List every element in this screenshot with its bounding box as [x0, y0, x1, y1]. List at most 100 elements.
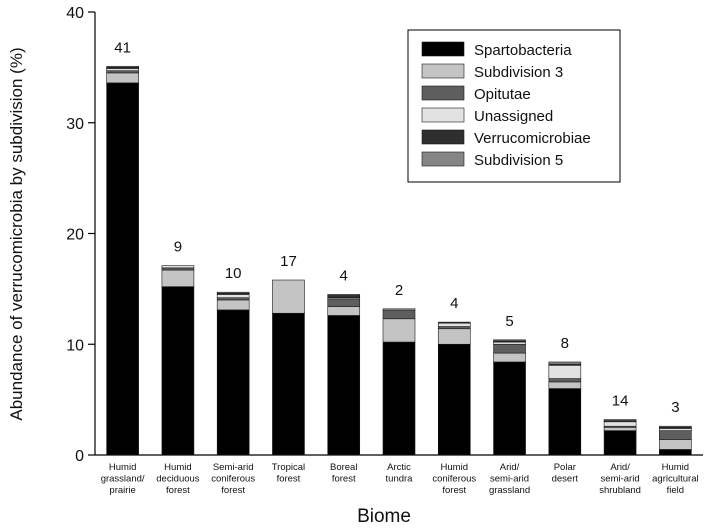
bar-segment	[327, 295, 361, 299]
bar-segment	[161, 267, 195, 271]
x-tick-label: grassland	[489, 485, 530, 496]
legend-label: Verrucomicrobiae	[474, 130, 591, 147]
bar-count-label: 10	[225, 265, 242, 282]
bar-segment	[659, 425, 692, 428]
bar-count-label: 9	[174, 239, 182, 256]
bar-segment	[272, 312, 305, 456]
bar-segment	[437, 326, 471, 330]
bar-segment	[216, 294, 250, 299]
bar-segment	[216, 291, 250, 294]
bar-count-label: 17	[280, 253, 297, 270]
bar-segment	[382, 318, 416, 343]
bar-segment	[106, 68, 139, 71]
y-tick-label: 0	[75, 448, 84, 465]
x-tick-label: deciduous	[156, 474, 200, 485]
bar-segment	[327, 306, 361, 316]
bar-segment	[327, 298, 361, 307]
x-tick-label: agricultural	[652, 474, 698, 485]
bar-segment	[437, 322, 471, 327]
y-tick-label: 40	[66, 5, 84, 22]
bar-count-label: 3	[671, 399, 679, 416]
legend-label: Subdivision 5	[474, 152, 563, 169]
x-tick-label: Boreal	[330, 462, 357, 473]
bar-segment	[603, 419, 637, 421]
y-tick-label: 10	[66, 337, 84, 354]
legend-label: Spartobacteria	[474, 42, 572, 59]
x-tick-label: forest	[166, 485, 190, 496]
bar-count-label: 4	[450, 295, 458, 312]
bar-segment	[493, 341, 526, 345]
x-tick-label: Humid	[662, 462, 689, 473]
bar-segment	[603, 430, 637, 456]
bar-segment	[493, 352, 526, 363]
bar-segment	[603, 427, 637, 431]
bar-segment	[161, 265, 195, 269]
bar-segment	[106, 82, 139, 456]
legend-swatch	[421, 41, 465, 57]
bar-segment	[493, 343, 526, 354]
x-tick-label: forest	[221, 485, 245, 496]
legend-swatch	[421, 63, 465, 79]
bar-segment	[216, 297, 250, 301]
bar-segment	[106, 72, 139, 84]
bar-segment	[659, 428, 692, 431]
y-axis-label: Abundance of verrucomicrobia by subdivis…	[7, 47, 26, 420]
legend-label: Unassigned	[474, 108, 553, 125]
bar-count-label: 14	[612, 393, 629, 410]
bar-count-label: 2	[395, 282, 403, 299]
x-tick-label: shrubland	[599, 485, 641, 496]
x-tick-label: semi-arid	[601, 474, 640, 485]
bar-segment	[437, 343, 471, 456]
bar-segment	[327, 315, 361, 456]
x-tick-label: forest	[277, 474, 301, 485]
x-tick-label: Tropical	[272, 462, 305, 473]
bar-segment	[493, 361, 526, 456]
legend-swatch	[421, 85, 465, 101]
legend-label: Opitutae	[474, 86, 531, 103]
bar-segment	[161, 286, 195, 456]
x-axis-label: Biome	[357, 506, 411, 525]
x-tick-label: forest	[442, 485, 466, 496]
x-tick-label: Humid	[164, 462, 191, 473]
bar-segment	[106, 65, 139, 68]
bar-segment	[659, 439, 692, 450]
bar-segment	[437, 328, 471, 345]
bar-segment	[327, 294, 361, 296]
bar-count-label: 8	[561, 335, 569, 352]
x-tick-label: desert	[552, 474, 579, 485]
x-tick-label: Arid/	[500, 462, 520, 473]
bar-count-label: 41	[114, 39, 131, 56]
legend-swatch	[421, 151, 465, 167]
x-tick-label: forest	[332, 474, 356, 485]
legend-label: Subdivision 3	[474, 64, 563, 81]
y-tick-label: 30	[66, 116, 84, 133]
bar-segment	[382, 341, 416, 456]
x-tick-label: Humid	[109, 462, 136, 473]
x-tick-label: coniferous	[432, 474, 476, 485]
x-tick-label: Polar	[554, 462, 576, 473]
bar-segment	[548, 361, 582, 365]
bar-segment	[437, 321, 471, 324]
x-tick-label: Arctic	[387, 462, 411, 473]
bar-segment	[548, 378, 582, 383]
bar-segment	[382, 308, 416, 311]
bar-count-label: 5	[505, 313, 513, 330]
bar-segment	[659, 449, 692, 456]
x-tick-label: prairie	[109, 485, 135, 496]
x-tick-label: tundra	[386, 474, 414, 485]
bar-segment	[382, 309, 416, 320]
legend-swatch	[421, 129, 465, 145]
bar-segment	[106, 70, 139, 74]
legend-swatch	[421, 107, 465, 123]
bar-segment	[659, 430, 692, 440]
bar-segment	[216, 309, 250, 456]
x-tick-label: field	[667, 485, 684, 496]
bar-segment	[493, 339, 526, 342]
bar-segment	[603, 421, 637, 427]
bar-segment	[161, 269, 195, 287]
bar-segment	[548, 381, 582, 389]
bar-segment	[548, 364, 582, 379]
x-tick-label: coniferous	[211, 474, 255, 485]
